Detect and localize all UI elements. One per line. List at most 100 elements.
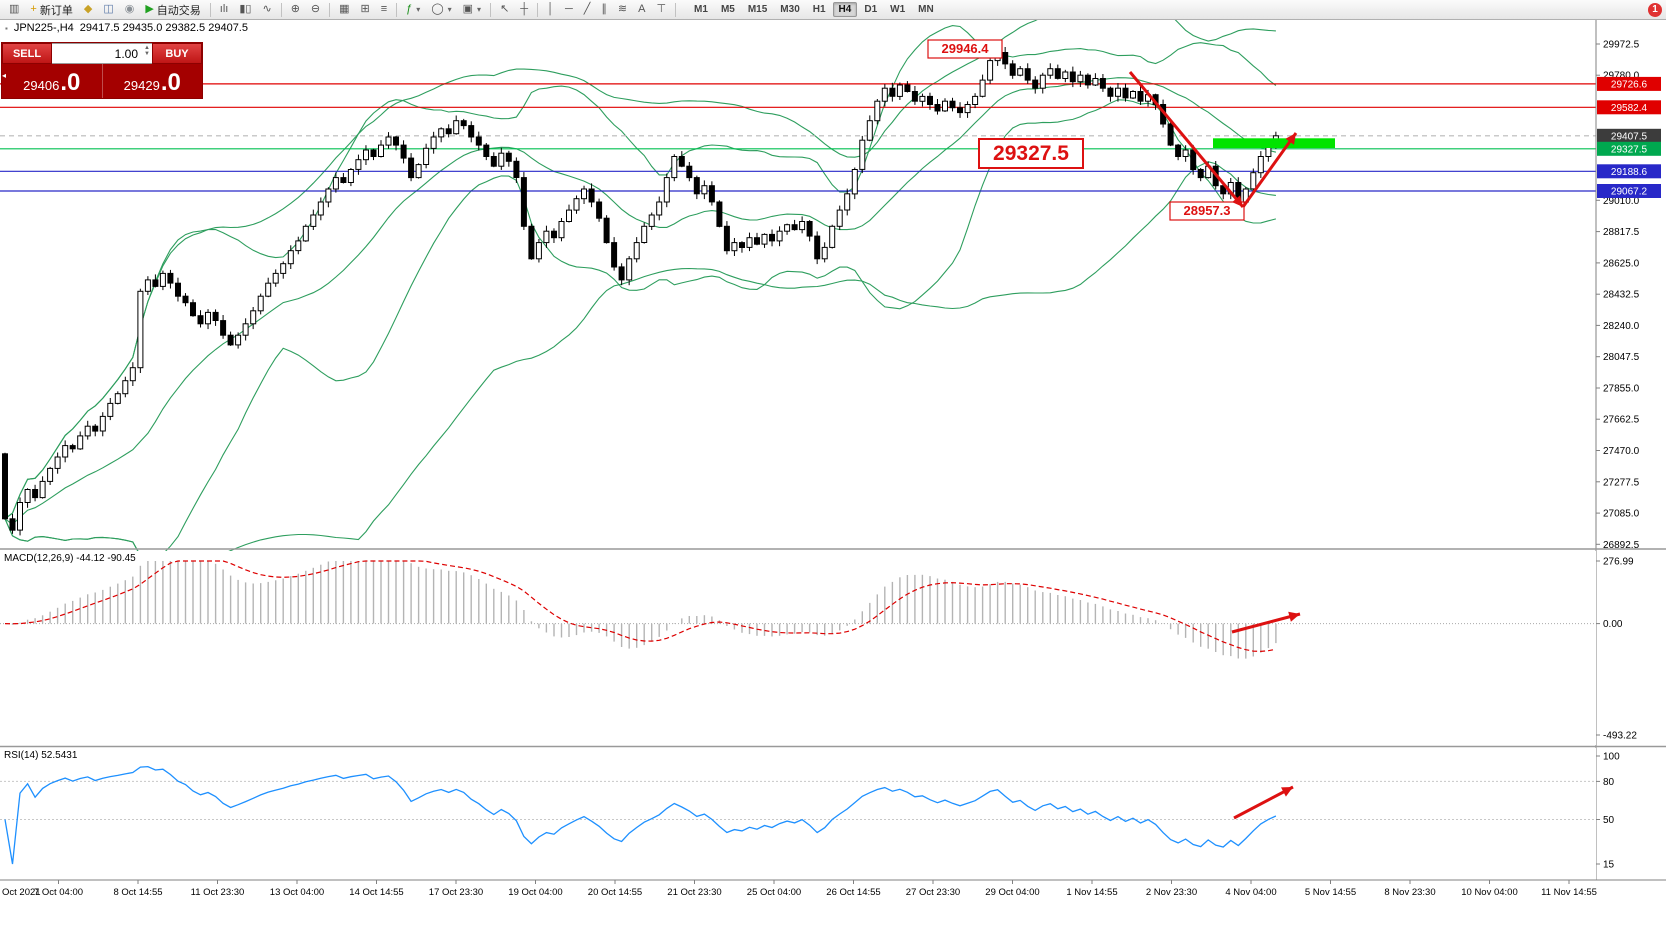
sell-price-display[interactable]: 29406 .0 [2,64,103,98]
notification-badge[interactable]: 1 [1648,2,1662,17]
green-highlight-zone[interactable] [1213,138,1335,148]
trade-panel-collapse-icon[interactable]: ◂ [2,71,7,80]
timeframe-d1-button[interactable]: D1 [864,4,878,15]
timeframe-w1-button[interactable]: W1 [890,4,906,15]
symbol-period-label: JPN225-,H4 [13,22,74,34]
price-axis-label: 27277.5 [1603,477,1640,488]
line-chart-mode-button[interactable]: ∿ [257,0,276,20]
time-axis-label: 7 Oct 04:00 [34,887,83,898]
macd-pane[interactable] [0,551,1596,745]
timeframe-m30-button[interactable]: M30 [780,4,800,15]
volume-down-icon[interactable]: ▼ [144,51,150,57]
trendline-tool-button[interactable]: ╱ [579,0,596,20]
buy-price-pips: .0 [160,69,181,96]
crosshair-tool-button[interactable]: ┼ [515,0,533,20]
templates-icon: ▣ [462,3,474,15]
price-axis[interactable]: 29972.5 29780.0 29010.0 28817.5 28625.0 28432… [1595,20,1666,880]
buy-price-display[interactable]: 29429 .0 [103,64,203,98]
text-tool-icon: A [638,3,646,15]
volume-value: 1.00 [114,46,138,61]
price-label-annotation[interactable]: 28957.3 [1169,201,1245,221]
price-badge-label: 29327.5 [1611,144,1648,155]
main-price-pane[interactable] [0,0,1596,575]
zoom-out-button[interactable]: ⊖ [306,0,325,20]
cascade-windows-button[interactable]: ⊞ [356,0,375,20]
bollinger-band-line [4,77,1277,526]
timeframe-h4-button[interactable]: H4 [832,2,858,17]
candlestick-mode-icon: ▮▯ [239,3,252,15]
time-axis-label: 17 Oct 23:30 [429,887,483,898]
toolbar-separator [537,2,539,17]
sell-button[interactable]: SELL [2,43,52,64]
add-object-icon: ◯ [431,3,444,15]
time-axis-label: 25 Oct 04:00 [747,887,801,898]
toolbar-tools-group: ılı ▮▯ ∿ ⊕ ⊖ ▦ ⊞ ≡ ƒ ▾ ◯ ▾ ▣ ▾ ↖ ┼ │ ─ ╱ ∥ ≋ A ⊤ [207,0,679,20]
timeframe-m1-button[interactable]: M1 [694,4,708,15]
bar-chart-mode-button[interactable]: ılı [215,0,234,20]
rsi-up-arrow[interactable] [1233,785,1294,820]
up-trend-arrow[interactable] [1241,132,1298,208]
macd-axis-label: 276.99 [1603,557,1634,568]
horizontal-line-tool-icon: ─ [564,3,573,15]
rsi-axis-label: 100 [1603,752,1620,763]
price-axis-label: 28047.5 [1603,352,1640,363]
new-order-button[interactable]: + 新订单 [25,0,77,20]
chart-window-icon: ▥ [9,3,20,15]
volume-input[interactable]: 1.00 ▲ ▼ [52,43,152,64]
volume-up-icon[interactable]: ▲ [144,45,150,51]
autotrading-button[interactable]: ▶ 自动交易 [140,0,205,20]
candlestick-mode-button[interactable]: ▮▯ [234,0,256,20]
macd-axis-label: 0.00 [1603,619,1623,630]
price-badge [1597,76,1661,91]
timeframe-h1-button[interactable]: H1 [812,4,826,15]
time-axis-label: 2 Nov 23:30 [1146,887,1197,898]
ohlc-values-label: 29417.5 29435.0 29382.5 29407.5 [79,22,248,34]
templates-button[interactable]: ▣ ▾ [458,0,486,20]
price-badge-label: 29067.2 [1611,187,1648,198]
timeframe-mn-button[interactable]: MN [918,4,934,15]
chart-window-icon[interactable]: ▥ [4,0,24,20]
rsi-axis-label: 80 [1603,777,1615,788]
auto-scroll-button[interactable]: ≡ [376,0,392,20]
down-trend-arrow[interactable] [1128,71,1245,208]
timeframe-m5-button[interactable]: M5 [720,4,735,15]
fibonacci-tool-button[interactable]: ≋ [613,0,632,20]
profiles-icon[interactable]: ◫ [98,0,118,20]
macd-axis-label: -493.22 [1603,731,1637,742]
macd-signal-line [4,560,1277,653]
zoom-in-button[interactable]: ⊕ [286,0,305,20]
tile-windows-button[interactable]: ▦ [334,0,354,20]
svg-text:29946.4: 29946.4 [942,41,990,56]
rsi-axis-label: 15 [1603,860,1615,871]
time-axis-label: 29 Oct 04:00 [985,887,1039,898]
price-badge [1597,100,1661,115]
channel-tool-button[interactable]: ∥ [596,0,612,20]
timeframe-m15-button[interactable]: M15 [747,4,768,15]
cursor-tool-button[interactable]: ↖ [495,0,514,20]
time-axis-label: 5 Nov 14:55 [1305,887,1356,898]
buy-button[interactable]: BUY [152,43,202,64]
alerts-icon[interactable]: ◉ [120,0,140,20]
price-axis-label: 27470.0 [1603,446,1640,457]
add-object-button[interactable]: ◯ ▾ [426,0,456,20]
volume-stepper[interactable]: ▲ ▼ [144,45,150,57]
profiles-icon: ◫ [103,3,114,15]
rsi-pane[interactable] [0,748,1596,880]
fibonacci-tool-icon: ≋ [617,3,628,15]
price-label-annotation[interactable]: 29946.4 [927,39,1003,59]
macd-up-arrow[interactable] [1231,611,1301,634]
chart-shift-icon[interactable]: ◆ [79,0,97,20]
horizontal-line-tool-button[interactable]: ─ [560,0,578,20]
text-tool-button[interactable]: A [633,0,650,20]
vertical-line-tool-button[interactable]: │ [542,0,559,20]
label-tool-button[interactable]: ⊤ [651,0,671,20]
add-indicator-button[interactable]: ƒ ▾ [401,0,425,20]
price-badge [1597,128,1661,143]
price-label-annotation[interactable]: 29327.5 [978,138,1084,169]
toolbar-left-group: ▥ + 新订单 ◆ ◫ ◉ ▶ 自动交易 [4,0,206,20]
price-axis-label: 27662.5 [1603,415,1640,426]
main-chart-canvas[interactable] [0,20,1596,548]
time-axis-label: 8 Nov 23:30 [1384,887,1435,898]
